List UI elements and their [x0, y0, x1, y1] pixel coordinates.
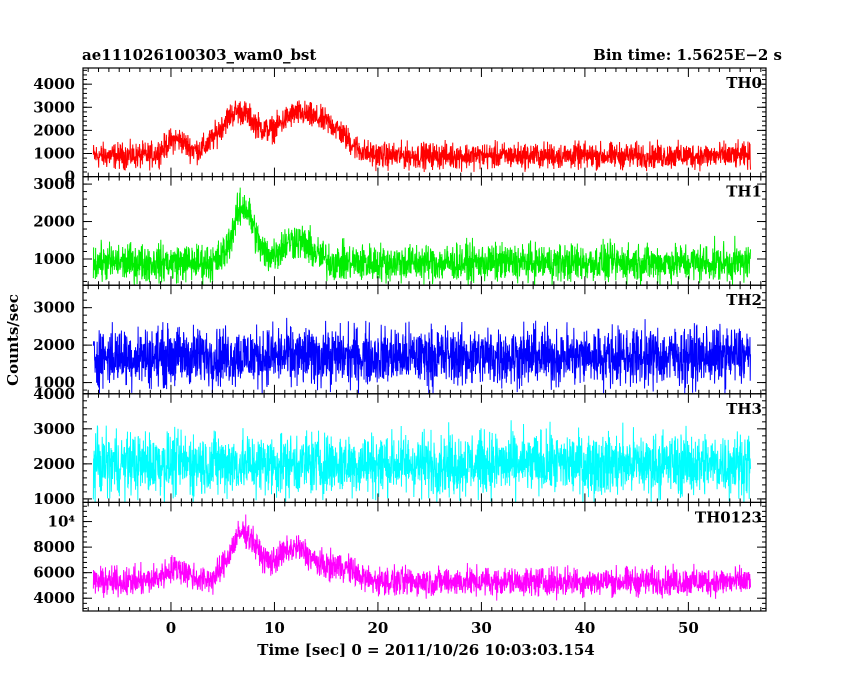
panel-label-th2: TH2	[726, 291, 762, 309]
y-tick-label: 4000	[33, 589, 75, 607]
y-tick-label: 2000	[33, 121, 75, 139]
y-axis-label: Counts/sec	[4, 294, 22, 386]
panel-th2: 1000 2000 3000 TH2	[33, 284, 767, 395]
y-tick-label: 1000	[33, 250, 75, 268]
y-tick-label: 3000	[33, 299, 75, 317]
series-line-th3	[92, 420, 751, 503]
header-title: ae111026100303_wam0_bst	[82, 46, 316, 64]
y-tick-label: 4000	[33, 75, 75, 93]
header-bin-time: Bin time: 1.5625E−2 s	[593, 46, 782, 64]
panel-th1: 1000 2000 3000 TH1	[33, 175, 767, 286]
panel-th3: 1000 2000 3000 4000 TH3	[33, 385, 767, 508]
y-tick-label: 2000	[33, 455, 75, 473]
panel-label-th0: TH0	[726, 74, 762, 92]
y-tick-label: 3000	[33, 175, 75, 193]
panel-label-th0123: TH0123	[695, 508, 762, 526]
series-line-th0	[92, 100, 751, 173]
y-tick-label: 10⁴	[48, 513, 76, 531]
panel-th0123: 4000 6000 8000 10⁴ TH0123 0 10 20 30 40 50	[33, 501, 767, 637]
panel-label-th3: TH3	[726, 400, 762, 418]
panel-th0: 0 1000 2000 3000 4000 TH0	[33, 67, 767, 186]
x-tick-label: 10	[264, 619, 285, 637]
x-tick-label: 30	[471, 619, 492, 637]
series-line-th2	[92, 317, 751, 394]
x-tick-label: 50	[678, 619, 699, 637]
panel-label-th1: TH1	[726, 183, 762, 201]
y-tick-label: 6000	[33, 564, 75, 582]
panels-group: 0 1000 2000 3000 4000 TH0 1000 2000 3000 TH1 1000 2…	[33, 67, 767, 637]
x-axis-label: Time [sec] 0 = 2011/10/26 10:03:03.154	[257, 641, 594, 659]
y-tick-label: 2000	[33, 213, 75, 231]
y-tick-label: 1000	[33, 374, 75, 392]
y-tick-label: 2000	[33, 336, 75, 354]
x-tick-label: 40	[574, 619, 595, 637]
y-tick-label: 4000	[33, 385, 75, 403]
series-line-th1	[92, 187, 751, 286]
panel-frame	[82, 501, 767, 612]
y-tick-label: 8000	[33, 538, 75, 556]
y-tick-label: 1000	[33, 144, 75, 162]
x-tick-label: 20	[367, 619, 388, 637]
y-tick-label: 3000	[33, 420, 75, 438]
x-tick-label: 0	[166, 619, 176, 637]
y-tick-label: 1000	[33, 490, 75, 508]
y-tick-label: 3000	[33, 98, 75, 116]
series-line-th0123	[92, 514, 751, 601]
y-tick-label: 0	[65, 168, 75, 186]
